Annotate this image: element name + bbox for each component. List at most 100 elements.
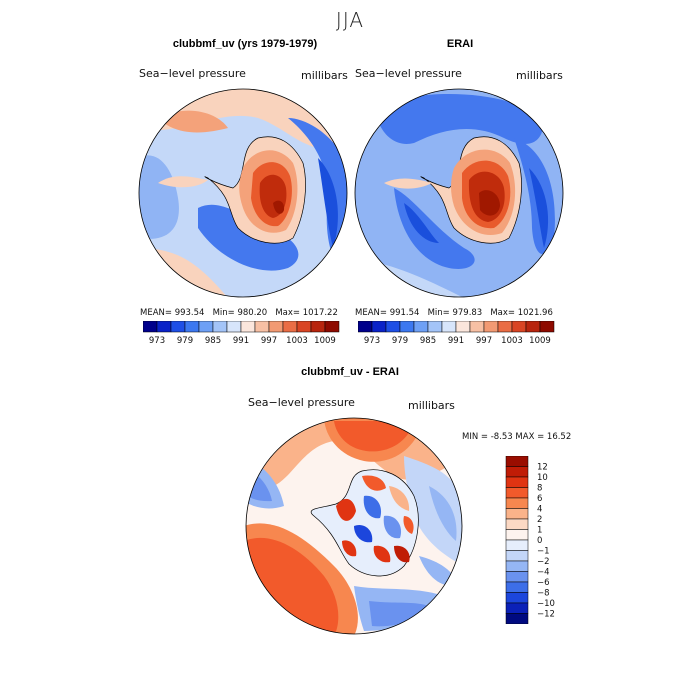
- panel-1-min: Min= 980.20: [212, 308, 268, 318]
- colorbar-swatch: [441, 321, 457, 333]
- shading-region: [394, 188, 475, 269]
- antarctica-coastline: [310, 469, 419, 577]
- panel-1-mean: MEAN= 993.54: [140, 308, 205, 318]
- colorbar-swatch: [505, 466, 529, 478]
- colorbar-swatch: [427, 321, 443, 333]
- colorbar-swatch: [170, 321, 186, 333]
- colorbar-tick-label: 4: [537, 505, 542, 515]
- colorbar-swatch: [385, 321, 401, 333]
- colorbar-swatch: [143, 321, 158, 333]
- diff-min-max: MIN = -8.53 MAX = 16.52: [462, 432, 572, 442]
- colorbar-tick-label: −2: [537, 557, 550, 567]
- colorbar-swatch: [399, 321, 415, 333]
- shading-region: [318, 158, 338, 248]
- colorbar-tick-label: 2: [537, 515, 542, 525]
- colorbar-tick-label: 985: [420, 336, 436, 346]
- colorbar-swatch: [226, 321, 242, 333]
- map-boundary-circle: [245, 417, 463, 635]
- colorbar-tick-label: −10: [537, 599, 555, 609]
- colorbar-tick-label: −12: [537, 610, 555, 620]
- colorbar-tick-label: 0: [537, 536, 542, 546]
- colorbar-swatch: [268, 321, 284, 333]
- shading-region: [334, 421, 414, 452]
- colorbar-tick-label: 1015: [557, 336, 558, 346]
- colorbar-tick-label: −6: [537, 578, 550, 588]
- colorbar-swatch: [505, 550, 529, 562]
- shading-region: [198, 204, 299, 271]
- map-boundary-circle: [354, 88, 564, 298]
- colorbar-swatch: [483, 321, 499, 333]
- colorbar-swatch: [505, 571, 529, 583]
- colorbar-swatch: [505, 592, 529, 604]
- colorbar-tick-label: 6: [537, 494, 542, 504]
- colorbar-tick-label: 1003: [501, 336, 523, 346]
- colorbar-swatch: [184, 321, 200, 333]
- colorbar-tick-label: −8: [537, 589, 550, 599]
- shading-region: [394, 545, 410, 563]
- panel-2-mean: MEAN= 991.54: [355, 308, 420, 318]
- colorbar-swatch: [358, 321, 373, 333]
- shading-region: [354, 524, 373, 543]
- shading-region: [429, 486, 457, 541]
- colorbar-swatch: [505, 613, 529, 624]
- colorbar-swatch: [310, 321, 326, 333]
- colorbar-swatch: [505, 518, 529, 530]
- colorbar-swatch: [505, 456, 529, 467]
- colorbar-tick-label: 1003: [286, 336, 308, 346]
- colorbar-swatch: [505, 487, 529, 499]
- colorbar-tick-label: 979: [392, 336, 408, 346]
- panel-2-min: Min= 979.83: [427, 308, 483, 318]
- colorbar-swatch: [455, 321, 471, 333]
- colorbar-swatch: [539, 321, 555, 333]
- panel-1-units-label: millibars: [301, 69, 348, 82]
- colorbar-swatch: [505, 476, 529, 488]
- shading-region: [139, 283, 183, 297]
- panel-2-colorbar: 973 979 985 991 997 1003 1009 1015: [358, 321, 558, 346]
- colorbar-tick-label: 979: [177, 336, 193, 346]
- colorbar-swatch: [505, 560, 529, 572]
- panel-1-polar-map: [138, 88, 348, 298]
- colorbar-tick-label: 973: [364, 336, 380, 346]
- panel-1-field-label: Sea−level pressure: [139, 67, 246, 80]
- colorbar-swatch: [212, 321, 228, 333]
- shading-region: [273, 200, 285, 214]
- shading-region: [374, 94, 544, 144]
- colorbar-tick-label: 1009: [529, 336, 551, 346]
- panel-1-colorbar: 973 979 985 991 997 1003 1009 1015: [143, 321, 343, 346]
- colorbar-swatch: [505, 581, 529, 593]
- diff-polar-map: [245, 417, 463, 635]
- colorbar-tick-label: 973: [149, 336, 165, 346]
- colorbar-swatch: [296, 321, 312, 333]
- panel-2-max: Max= 1021.96: [490, 308, 553, 318]
- colorbar-swatch: [282, 321, 298, 333]
- colorbar-swatch: [511, 321, 527, 333]
- shading-region: [158, 176, 208, 188]
- colorbar-tick-label: 1009: [314, 336, 336, 346]
- colorbar-tick-label: −4: [537, 568, 550, 578]
- diff-field-label: Sea−level pressure: [248, 396, 355, 409]
- shading-region: [404, 203, 439, 243]
- shading-region: [384, 178, 432, 189]
- panel-1-title: clubbmf_uv (yrs 1979-1979): [172, 38, 318, 50]
- shading-region: [158, 110, 228, 133]
- panel-2-title: ERAI: [446, 38, 474, 50]
- colorbar-swatch: [525, 321, 541, 333]
- colorbar-tick-label: 991: [448, 336, 464, 346]
- shading-region: [336, 498, 356, 521]
- diff-panel-title: clubbmf_uv - ERAI: [301, 366, 399, 378]
- shading-region: [342, 540, 357, 557]
- page-title: JJA: [335, 8, 365, 32]
- shading-region: [373, 545, 391, 563]
- colorbar-swatch: [198, 321, 214, 333]
- shading-region: [369, 601, 429, 627]
- colorbar-swatch: [505, 602, 529, 614]
- panel-2-field-label: Sea−level pressure: [355, 67, 462, 80]
- colorbar-tick-label: 12: [537, 463, 548, 473]
- shading-region: [362, 475, 386, 491]
- colorbar-swatch: [469, 321, 485, 333]
- shading-region: [529, 168, 549, 248]
- colorbar-tick-label: −1: [537, 547, 550, 557]
- panel-2-polar-map: [354, 88, 564, 298]
- map-boundary-circle: [138, 88, 348, 298]
